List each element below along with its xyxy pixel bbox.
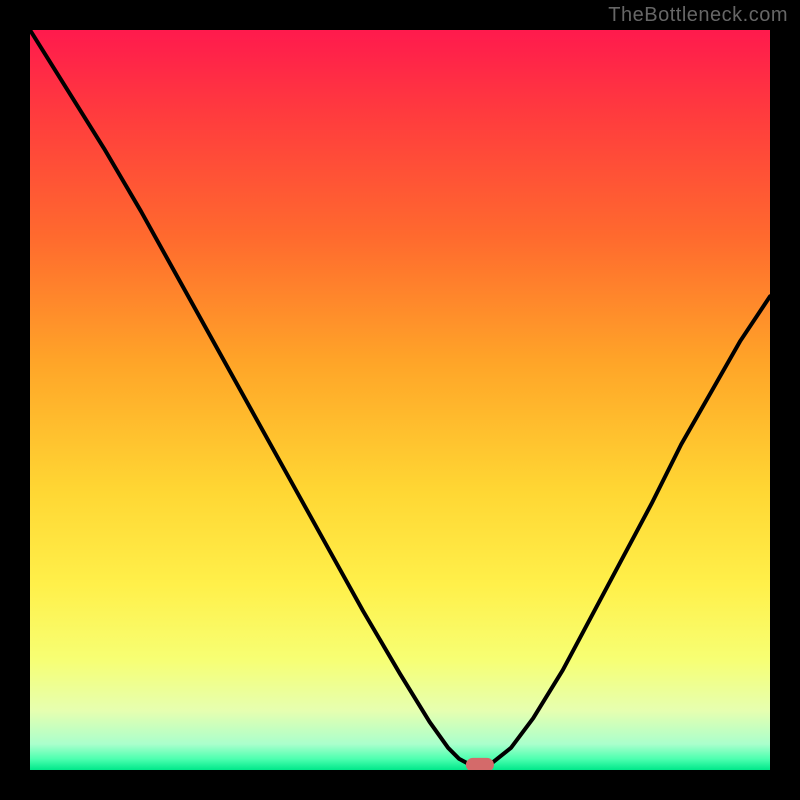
gradient-background <box>30 30 770 770</box>
chart-svg <box>30 30 770 770</box>
plot-area <box>30 30 770 770</box>
optimal-marker <box>466 758 494 770</box>
chart-frame: TheBottleneck.com <box>0 0 800 800</box>
watermark-text: TheBottleneck.com <box>608 4 788 27</box>
